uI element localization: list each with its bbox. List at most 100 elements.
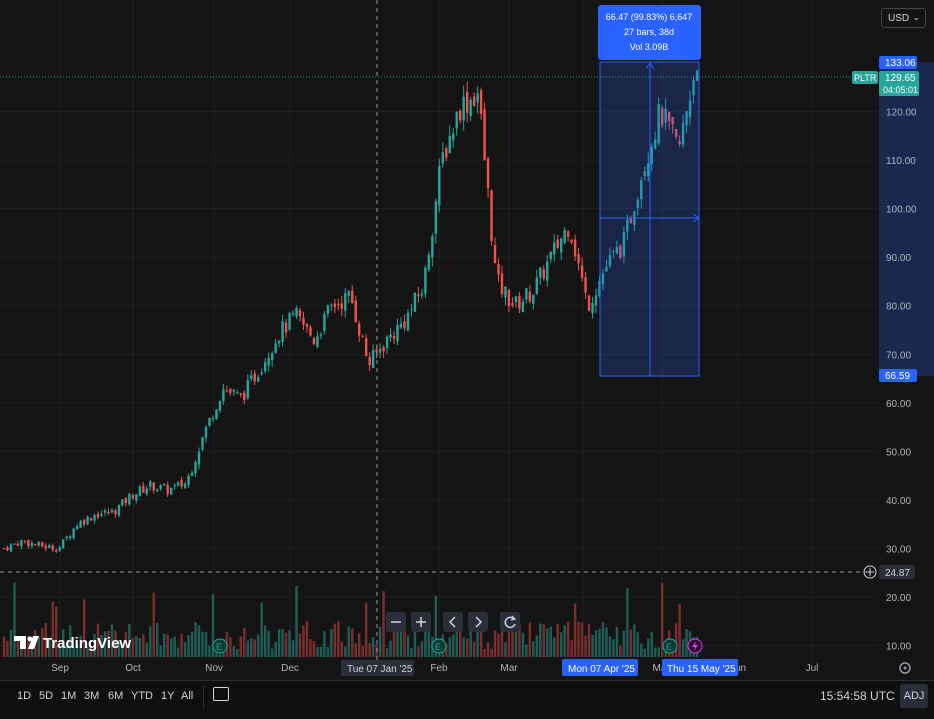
earnings-marker-feb-text: E	[435, 642, 441, 652]
candle-body	[162, 484, 166, 486]
candle-body	[608, 254, 612, 267]
candle-body	[149, 481, 152, 487]
volume-bar	[44, 623, 47, 657]
volume-bar	[30, 645, 34, 657]
candle-body	[479, 90, 483, 114]
candle-body	[417, 294, 420, 297]
volume-bar	[563, 625, 566, 657]
adjust-toggle-button[interactable]: ADJ	[900, 684, 928, 708]
candle-body	[347, 291, 350, 297]
candle-body	[636, 199, 639, 208]
volume-bar	[288, 630, 291, 657]
candle-body	[573, 239, 577, 257]
candle-body	[396, 324, 399, 342]
volume-bar	[236, 648, 239, 657]
date-range-calendar-icon[interactable]	[213, 687, 229, 701]
volume-bar	[605, 627, 608, 657]
volume-bar	[601, 621, 605, 657]
volume-bar	[500, 622, 504, 657]
candle-body	[326, 306, 330, 314]
range-1m[interactable]: 1M	[61, 690, 77, 702]
candle-body	[260, 372, 263, 375]
candle-body	[490, 190, 493, 241]
symbol-tag[interactable]	[852, 71, 878, 84]
candle-body	[232, 389, 236, 392]
candle-body	[316, 336, 319, 347]
range-1d[interactable]: 1D	[17, 690, 32, 702]
volume-bar	[608, 636, 612, 657]
range-6m[interactable]: 6M	[108, 690, 124, 702]
volume-bar	[201, 631, 204, 657]
volume-bar	[493, 630, 497, 657]
range-5d[interactable]: 5D	[39, 690, 54, 702]
candle-body	[142, 485, 145, 493]
volume-bar	[636, 632, 639, 657]
volume-bar	[204, 632, 208, 657]
volume-bar	[685, 629, 688, 657]
volume-bar	[640, 643, 643, 657]
volume-bar	[183, 642, 187, 657]
tradingview-logo-text: TradingView	[43, 635, 131, 652]
x-tick-label: Feb	[430, 663, 448, 674]
candle-body	[657, 103, 660, 144]
candle-body	[385, 336, 389, 349]
candle-body	[476, 93, 479, 103]
volume-bar	[344, 646, 347, 657]
earnings-marker-nov[interactable]	[212, 638, 228, 654]
range-all[interactable]: All	[181, 690, 194, 702]
candle-body	[295, 307, 298, 317]
volume-bar	[82, 599, 86, 657]
volume-bar	[434, 595, 438, 657]
range-ytd[interactable]: YTD	[131, 690, 153, 702]
candle-body	[371, 350, 375, 368]
volume-bar	[587, 624, 591, 657]
x-tick-label: Jul	[806, 663, 819, 674]
y-tick-label: 10.00	[886, 641, 911, 652]
last-price-tag	[879, 71, 919, 96]
volume-bar	[121, 643, 124, 657]
candle-body	[215, 409, 218, 420]
clock-time[interactable]: 15:54:58 UTC	[820, 689, 895, 703]
candle-body	[403, 321, 406, 329]
volume-bar	[396, 626, 399, 657]
volume-bar	[598, 629, 601, 657]
volume-bar	[135, 636, 138, 657]
candle-body	[86, 516, 89, 525]
candle-body	[685, 111, 688, 126]
volume-bar	[507, 627, 511, 657]
candle-body	[187, 475, 190, 486]
volume-bar	[382, 591, 385, 657]
scroll-left-button[interactable]	[443, 612, 463, 632]
candle-body	[413, 292, 417, 312]
settings-gear-icon[interactable]	[899, 662, 911, 674]
reset-chart-button[interactable]	[500, 612, 520, 632]
candle-body	[493, 245, 497, 264]
y-tick-label: 20.00	[886, 593, 911, 604]
volume-bar	[16, 637, 20, 657]
volume-bar	[319, 646, 323, 657]
tradingview-logo[interactable]: TradingView	[14, 635, 131, 652]
candle-body	[351, 290, 354, 304]
crosshair-add-icon[interactable]	[863, 565, 877, 579]
range-1y[interactable]: 1Y	[161, 690, 175, 702]
volume-bar	[448, 637, 451, 657]
volume-bar	[378, 626, 382, 657]
candle-body	[549, 251, 552, 260]
candle-body	[288, 313, 291, 330]
volume-bar	[490, 648, 493, 657]
candle-body	[553, 242, 556, 255]
candle-body	[222, 389, 225, 401]
candle-body	[75, 526, 79, 530]
candle-body	[660, 107, 664, 126]
earnings-marker-feb[interactable]	[431, 638, 447, 654]
volume-bar	[330, 629, 333, 657]
volume-bar	[131, 637, 135, 657]
scroll-right-button[interactable]	[468, 612, 488, 632]
candle-body	[13, 543, 16, 545]
currency-selector[interactable]: USD ⌄	[881, 8, 926, 28]
range-3m[interactable]: 3M	[84, 690, 100, 702]
earnings-marker-may[interactable]	[662, 638, 678, 654]
candle-body	[305, 323, 309, 327]
candle-body	[34, 544, 37, 546]
